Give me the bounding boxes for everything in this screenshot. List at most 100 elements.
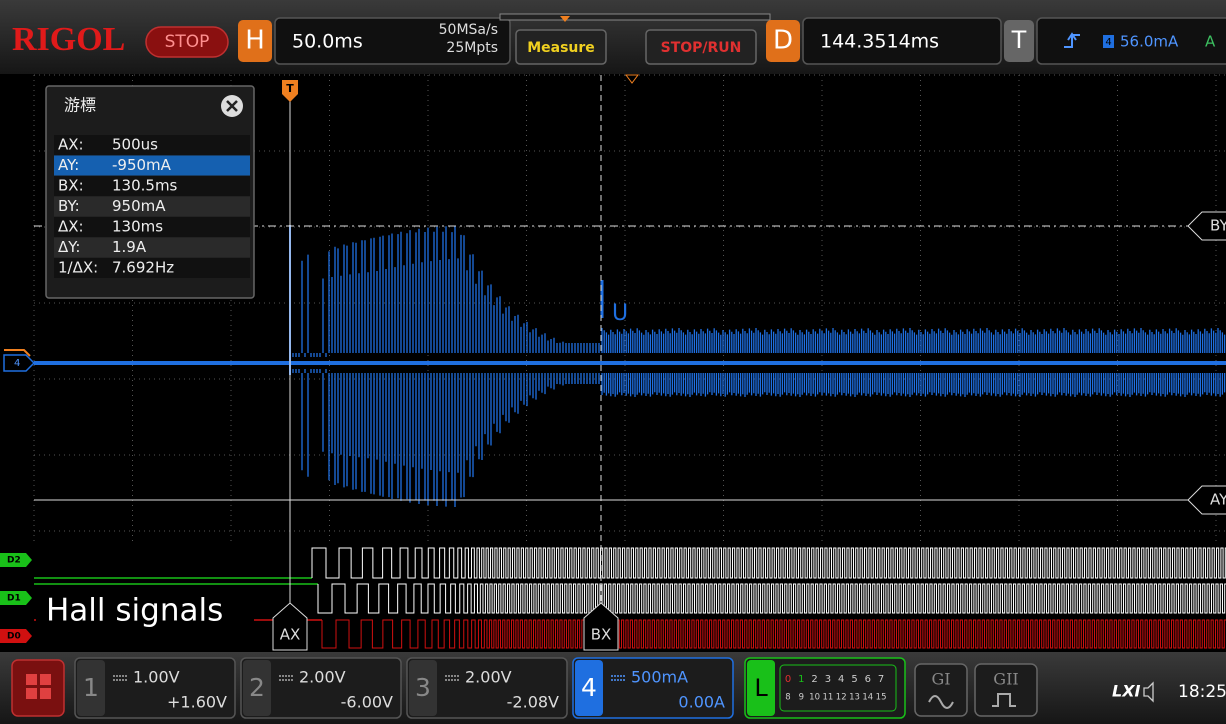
- cursor-tag: [1187, 485, 1226, 515]
- logic-digit: 15: [876, 693, 887, 703]
- cursor-y-label: BY: [1210, 217, 1226, 235]
- edge-icon: [1064, 32, 1080, 48]
- brand: RIGOL: [12, 21, 125, 58]
- channel-scale: 2.00V: [299, 668, 346, 687]
- measure-label: Measure: [527, 40, 595, 56]
- timebase-value: 50.0ms: [292, 31, 363, 53]
- channel-box[interactable]: [74, 657, 236, 719]
- menu-icon: [26, 674, 37, 685]
- panel-key: ΔY:: [58, 238, 81, 256]
- delay-box[interactable]: [802, 17, 1002, 65]
- logic-digit: 10: [809, 693, 820, 703]
- panel-value: 7.692Hz: [112, 259, 174, 277]
- channel-number: 2: [249, 673, 265, 702]
- annotation-bg: [36, 586, 254, 636]
- dc-icon: [445, 675, 459, 681]
- logic-digit: 0: [785, 674, 791, 685]
- panel-row: [54, 155, 250, 176]
- panel-key: BX:: [58, 177, 84, 195]
- logic-digit: 6: [865, 674, 871, 685]
- menu-btn[interactable]: [11, 659, 65, 717]
- memory-depth: 25Mpts: [446, 40, 498, 56]
- digital-tag: [0, 591, 32, 605]
- cursor-x-label: AX: [280, 626, 301, 644]
- logic-box[interactable]: [744, 657, 906, 719]
- sample-rate: 50MSa/s: [439, 22, 498, 38]
- channel-offset: +1.60V: [167, 693, 227, 712]
- cursor-tag: [1187, 211, 1226, 241]
- trigger-position: [282, 80, 298, 102]
- sine-icon: [928, 695, 954, 709]
- channel-scale: 1.00V: [133, 668, 180, 687]
- logic-digit: 1: [798, 674, 804, 685]
- delay-tag: [766, 20, 800, 62]
- memory-bar: [499, 13, 771, 21]
- panel-row: [54, 258, 250, 278]
- run-state[interactable]: [145, 26, 229, 58]
- trig-level: [4, 349, 31, 357]
- menu-icon: [40, 688, 51, 699]
- channel-offset: -2.08V: [507, 693, 559, 712]
- measure-btn[interactable]: [515, 29, 607, 65]
- panel-row: [54, 176, 250, 196]
- trigger-tag: [1004, 20, 1034, 62]
- cursor-y-label: AY: [1210, 491, 1226, 509]
- logic-tag: [747, 660, 775, 716]
- digital-tag: [0, 553, 32, 567]
- panel-value: 130ms: [112, 218, 163, 236]
- channel-box[interactable]: [406, 657, 568, 719]
- cursor-tag: [272, 602, 308, 651]
- logic-digit: 11: [822, 693, 833, 703]
- logic-digit: 3: [825, 674, 831, 685]
- speaker-icon: [1143, 681, 1154, 703]
- digital-trace: [321, 619, 1226, 649]
- trigger-box[interactable]: [1036, 17, 1226, 65]
- pulse-icon: [992, 693, 1016, 707]
- panel-row: [54, 217, 250, 237]
- channel-number: 4: [581, 673, 597, 702]
- cursor-hint: U: [612, 301, 628, 326]
- memory-mark: [560, 16, 570, 22]
- panel-key: ΔX:: [58, 218, 84, 236]
- logic-digit: 8: [785, 693, 790, 703]
- panel-row: [54, 135, 250, 155]
- channel-scale: 2.00V: [465, 668, 512, 687]
- trigger-channel: 4: [1105, 37, 1111, 48]
- digital-trace: [311, 547, 1226, 579]
- logic-digit: 13: [849, 693, 860, 703]
- panel-row: [54, 196, 250, 217]
- panel-key: BY:: [58, 197, 80, 215]
- channel-number: 1: [83, 673, 99, 702]
- dc-icon: [611, 675, 625, 681]
- channel-box[interactable]: [240, 657, 402, 719]
- delay-marker: [625, 74, 639, 84]
- digital-tag: [0, 629, 32, 643]
- trigger-coupling: A: [1205, 33, 1216, 51]
- channel-scale: 500mA: [631, 668, 688, 687]
- digital-label: D1: [7, 594, 21, 604]
- logic-digit: 4: [838, 674, 844, 685]
- panel-value: 950mA: [112, 197, 166, 215]
- cursor-x-label: BX: [591, 626, 612, 644]
- run-state-label: STOP: [165, 32, 210, 52]
- logic-digit: 7: [878, 674, 884, 685]
- panel-value: -950mA: [112, 156, 172, 174]
- close-icon: [226, 100, 238, 112]
- channel-box[interactable]: [572, 657, 734, 719]
- menu-icon: [26, 688, 37, 699]
- trigger-level: 56.0mA: [1120, 33, 1179, 51]
- trigger-marker: T: [286, 82, 294, 95]
- menu-icon: [40, 674, 51, 685]
- channel-tag: [243, 660, 271, 716]
- timebase-box[interactable]: [274, 17, 511, 65]
- trigger-channel-bg: [1103, 35, 1114, 48]
- generator-label: GII: [993, 670, 1018, 689]
- logic-digit: 14: [862, 693, 873, 703]
- generator-btn[interactable]: [914, 663, 968, 717]
- generator-btn[interactable]: [974, 663, 1038, 717]
- stoprun-btn[interactable]: [645, 29, 757, 65]
- lxi: LXI: [1112, 682, 1141, 701]
- logic-digit: 12: [836, 693, 847, 703]
